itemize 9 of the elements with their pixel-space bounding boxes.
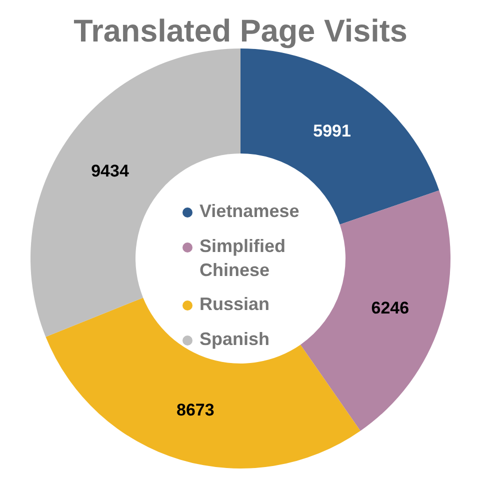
legend-label: Vietnamese bbox=[200, 201, 300, 221]
legend-label: Spanish bbox=[200, 329, 270, 349]
data-label: 6246 bbox=[371, 298, 410, 318]
data-label: 9434 bbox=[91, 161, 130, 180]
data-label: 8673 bbox=[176, 400, 214, 420]
chart-title: Translated Page Visits bbox=[74, 12, 408, 48]
legend-label: Simplified Chinese bbox=[200, 236, 286, 280]
data-label: 5991 bbox=[313, 121, 351, 140]
legend-label: Russian bbox=[200, 294, 270, 314]
